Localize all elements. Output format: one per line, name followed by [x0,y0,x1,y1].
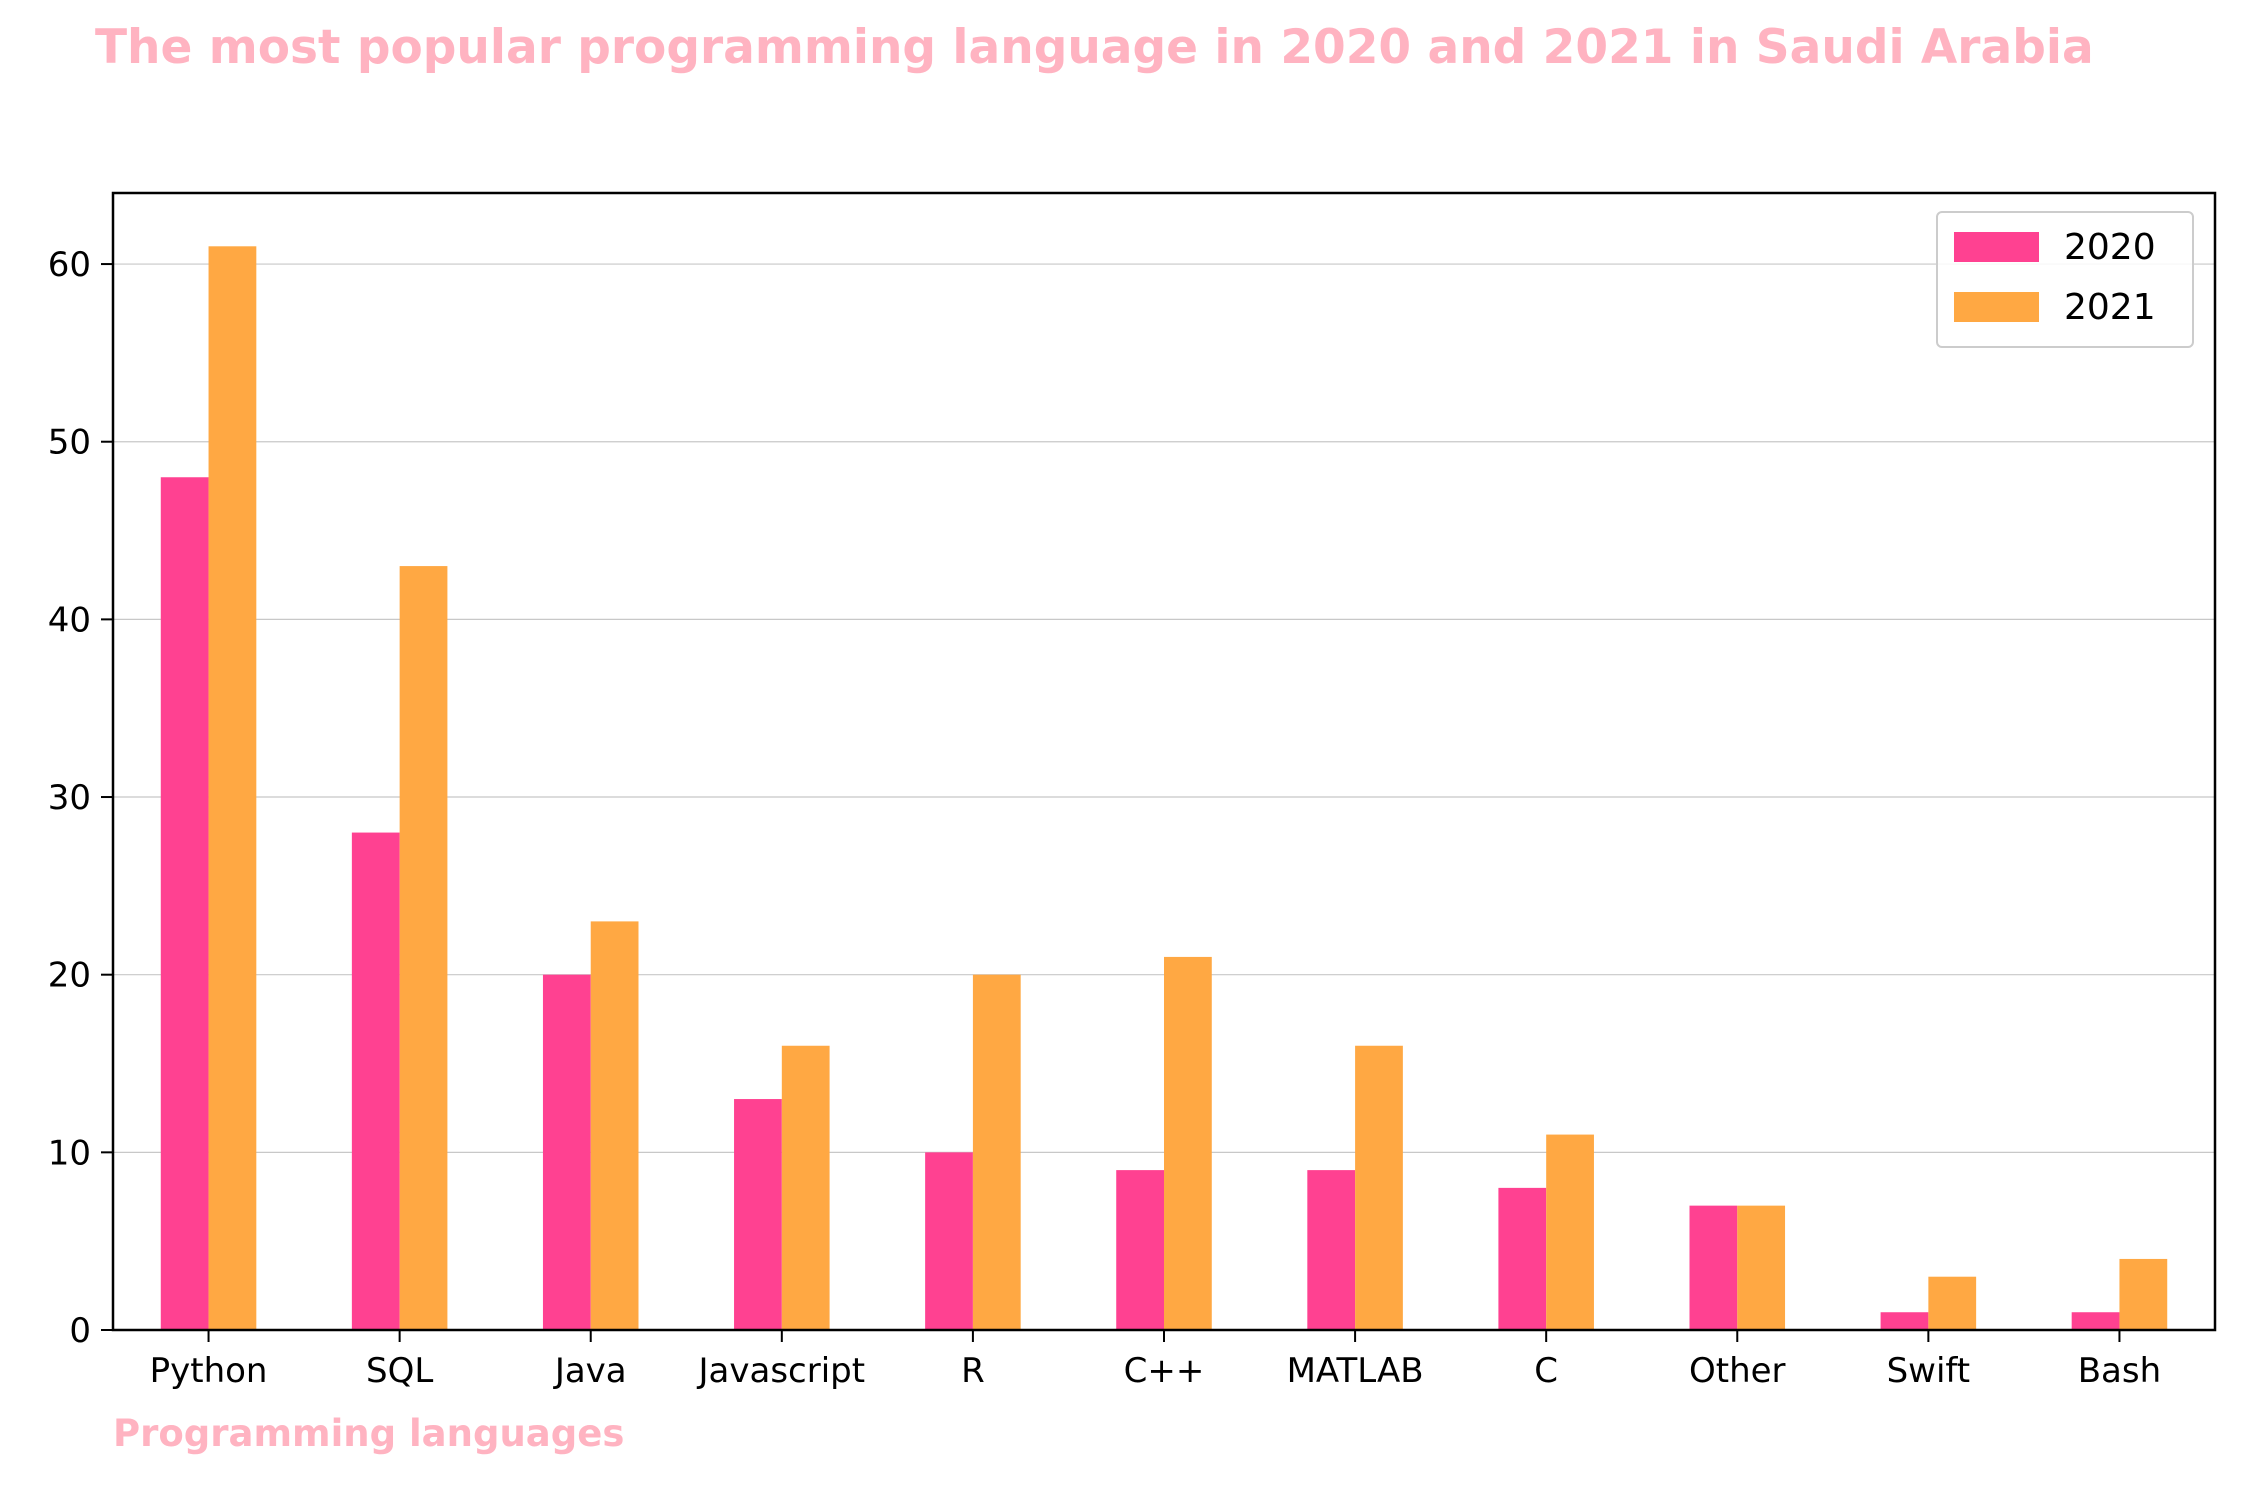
bar-2021-SQL [399,566,448,1330]
bars [160,246,2168,1330]
bar-2021-R [972,974,1021,1330]
bar-2021-Swift [1928,1276,1977,1330]
bar-2020-Other [1689,1205,1738,1330]
legend-label-2020: 2020 [2064,227,2156,268]
bar-2020-C [1498,1187,1547,1330]
x-tick-label: Javascript [697,1351,866,1391]
bar-2021-C [1546,1134,1594,1330]
bar-2021-Other [1737,1205,1786,1330]
x-axis: Python SQL Java Javascript R C++ MATLAB C Other S… [150,1330,2161,1391]
bar-2020-Swift [1880,1312,1929,1330]
x-tick-label: C [1534,1351,1558,1391]
bar-2021-MATLAB [1355,1045,1403,1330]
x-tick-label: Swift [1887,1351,1971,1391]
y-tick-label: 30 [48,778,91,818]
bar-2020-R [925,1152,973,1330]
bar-2020-SQL [351,832,400,1330]
bar-2021-Python [208,246,257,1330]
x-tick-label: R [961,1351,985,1391]
bar-2020-C++ [1116,1170,1164,1330]
bar-2020-Bash [2071,1312,2120,1330]
legend: 2020 2021 [1936,211,2194,348]
legend-label-2021: 2021 [2064,287,2156,328]
y-axis: 0 10 20 30 40 50 60 [48,245,113,1351]
y-tick-label: 40 [48,600,91,640]
x-tick-label: Java [553,1351,627,1391]
y-tick-label: 60 [48,245,91,285]
x-tick-label: MATLAB [1287,1351,1424,1391]
bar-2020-Java [542,974,591,1330]
y-tick-label: 50 [48,423,91,463]
bar-2021-Java [590,921,639,1330]
legend-swatch-2020 [1954,232,2039,262]
y-tick-label: 0 [69,1311,91,1351]
x-axis-label: Programming languages [113,1412,624,1455]
bar-2021-C++ [1164,956,1212,1330]
bar-2020-Python [160,477,209,1330]
bar-2021-Bash [2119,1258,2168,1330]
x-tick-label: SQL [366,1351,433,1391]
bar-2021-Javascript [781,1045,830,1330]
bar-2020-Javascript [734,1099,782,1330]
legend-swatch-2021 [1954,292,2039,322]
grid-lines [113,263,2215,1153]
bar-2020-MATLAB [1307,1170,1356,1330]
chart-title: The most popular programming language in… [95,20,2094,75]
x-tick-label: Python [150,1351,268,1391]
y-tick-label: 10 [48,1133,91,1173]
x-tick-label: Other [1689,1351,1786,1391]
x-tick-label: C++ [1124,1351,1205,1391]
y-tick-label: 20 [48,956,91,996]
x-tick-label: Bash [2078,1351,2161,1391]
